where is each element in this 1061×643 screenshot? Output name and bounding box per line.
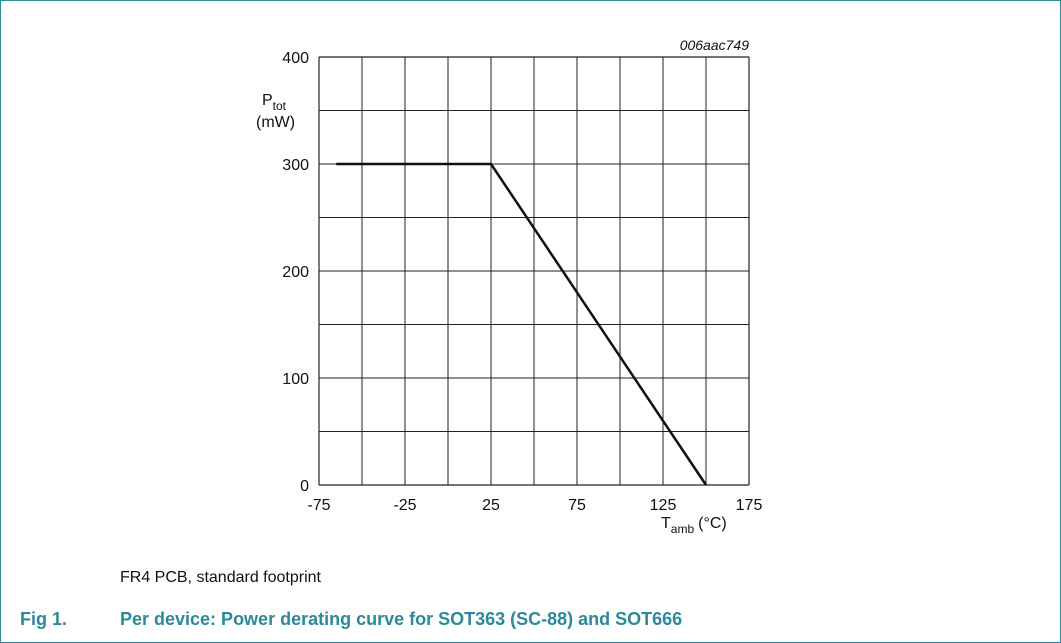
figure-caption-number: Fig 1. — [20, 609, 68, 629]
y-tick-label: 300 — [282, 157, 309, 174]
y-tick-label: 100 — [282, 371, 309, 388]
y-tick-label: 0 — [300, 478, 309, 495]
x-axis-label-main: T — [661, 515, 671, 532]
figure-code: 006aac749 — [680, 37, 750, 53]
figure-caption-title: Per device: Power derating curve for SOT… — [120, 609, 683, 629]
y-axis-unit: (mW) — [256, 114, 295, 131]
x-axis-label-unit: (°C) — [698, 515, 727, 532]
y-axis-label-main: P — [262, 92, 273, 109]
derating-curve-line — [336, 162, 708, 486]
y-tick-label: 400 — [282, 50, 309, 67]
x-tick-label: -25 — [393, 497, 416, 514]
y-tick-label: 200 — [282, 264, 309, 281]
chart-ticks: -75 -25 25 75 125 175 0 100 200 300 400 — [282, 50, 762, 514]
x-axis-label: Tamb (°C) — [661, 515, 727, 536]
x-axis-label-sub: amb — [671, 522, 695, 536]
x-tick-label: 25 — [482, 497, 500, 514]
y-axis-label-sub: tot — [273, 99, 287, 113]
figure-caption: Fig 1. Per device: Power derating curve f… — [20, 609, 682, 630]
chart-grid — [318, 56, 750, 486]
x-tick-label: 125 — [650, 497, 677, 514]
x-tick-label: 175 — [736, 497, 763, 514]
x-tick-label: -75 — [307, 497, 330, 514]
chart-series — [336, 162, 708, 486]
x-tick-label: 75 — [568, 497, 586, 514]
figure-note: FR4 PCB, standard footprint — [120, 569, 321, 586]
y-axis-label: Ptot — [262, 92, 287, 113]
